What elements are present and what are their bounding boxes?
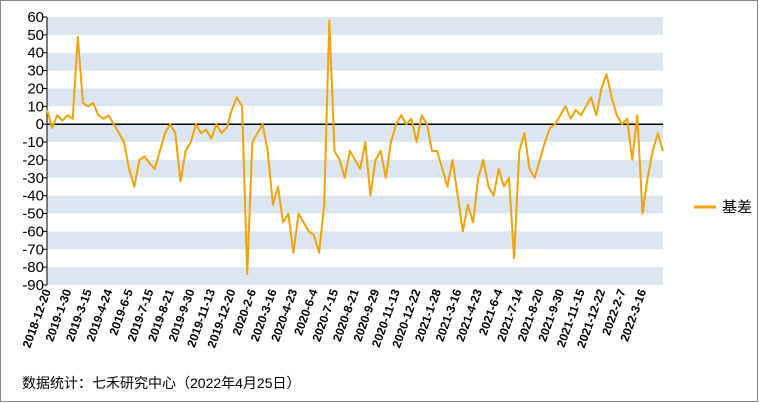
y-tick-label: 30 [27,63,44,80]
grid-band [47,88,663,107]
grid-band [47,195,663,214]
grid-band [47,124,663,143]
y-tick-label: 20 [27,80,44,97]
y-tick-label: -90 [22,277,44,294]
source-note: 数据统计：七禾研究中心（2022年4月25日） [22,375,301,391]
grid-band [47,231,663,250]
y-tick-label: 50 [27,27,44,44]
grid-band [47,17,663,35]
y-tick-label: -60 [22,223,44,240]
y-tick-label: -50 [22,206,44,223]
grid-band [47,159,663,178]
y-tick-label: -20 [22,152,44,169]
y-tick-label: -10 [22,134,44,151]
grid-band [47,52,663,71]
data-line [46,19,664,276]
y-tick-label: 60 [27,9,44,26]
y-tick-label: -40 [22,188,44,205]
y-tick-label: 10 [27,98,44,115]
y-tick-label: 0 [36,116,44,133]
y-tick-label: 40 [27,45,44,62]
y-tick-label: -80 [22,259,44,276]
legend-label: 基差 [722,199,752,216]
y-tick-label: -70 [22,241,44,258]
grid-band [47,267,663,285]
y-tick-label: -30 [22,170,44,187]
